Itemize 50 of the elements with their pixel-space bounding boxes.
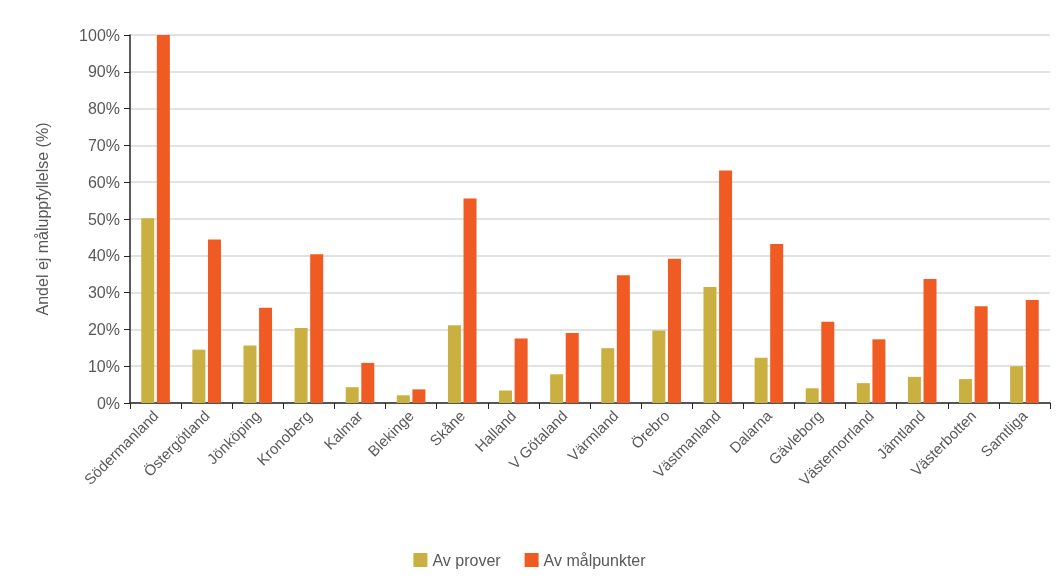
y-axis-title: Andel ej måluppfyllelse (%) (33, 122, 51, 316)
bar (499, 390, 513, 403)
bar (601, 348, 615, 403)
bar (463, 198, 477, 403)
bar (923, 278, 937, 403)
y-tick-label: 60% (87, 173, 120, 191)
y-tick-label: 10% (87, 357, 120, 375)
bar (396, 395, 410, 403)
y-tick-label: 100% (79, 26, 120, 44)
bar (243, 345, 257, 403)
y-tick-label: 50% (87, 210, 120, 228)
bar (907, 376, 921, 403)
bar (361, 362, 375, 403)
bar (207, 239, 221, 403)
legend-label: Av målpunkter (543, 551, 647, 569)
bar (1025, 299, 1039, 403)
bar (652, 330, 666, 403)
bar (565, 333, 579, 403)
bar (156, 35, 170, 403)
y-tick-label: 20% (87, 320, 120, 338)
bar (959, 379, 973, 403)
y-tick-label: 0% (96, 394, 120, 412)
bar (514, 338, 528, 403)
bar (550, 374, 564, 403)
legend-label: Av prover (432, 551, 502, 569)
bar (447, 325, 461, 403)
y-tick-label: 90% (87, 63, 120, 81)
bar (294, 327, 308, 403)
bar (141, 218, 155, 403)
bar (667, 258, 681, 403)
bar (805, 388, 819, 403)
bar (412, 389, 426, 403)
bar (345, 387, 359, 403)
bar (872, 339, 886, 403)
bar (192, 349, 206, 403)
bar (770, 244, 784, 403)
bar (703, 287, 717, 403)
bar (974, 306, 988, 403)
y-tick-label: 30% (87, 284, 120, 302)
y-tick-label: 40% (87, 247, 120, 265)
bar (259, 307, 273, 403)
bar (856, 383, 870, 403)
bar (616, 275, 630, 403)
bar (719, 170, 733, 403)
bar (754, 357, 768, 403)
bar (1010, 366, 1024, 403)
bar (310, 254, 324, 403)
bar (821, 321, 835, 403)
y-tick-label: 80% (87, 100, 120, 118)
y-tick-label: 70% (87, 136, 120, 154)
